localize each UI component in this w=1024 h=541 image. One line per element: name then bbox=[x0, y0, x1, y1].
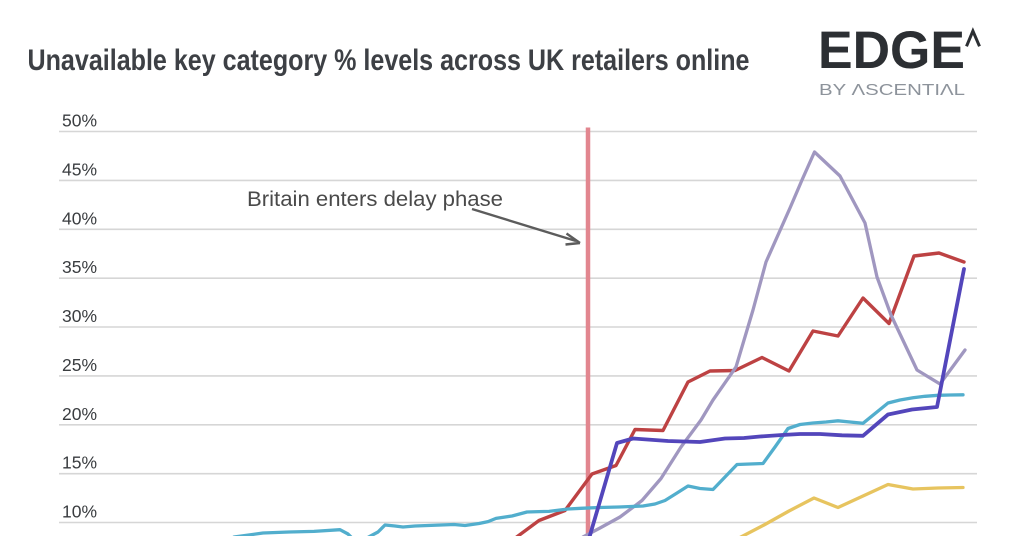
svg-text:35%: 35% bbox=[62, 257, 97, 277]
svg-text:50%: 50% bbox=[62, 111, 97, 131]
svg-text:40%: 40% bbox=[62, 208, 97, 228]
svg-text:45%: 45% bbox=[62, 159, 97, 179]
svg-text:20%: 20% bbox=[62, 404, 97, 424]
svg-text:30%: 30% bbox=[62, 306, 97, 326]
svg-text:Unavailable key category % lev: Unavailable key category % levels across… bbox=[28, 44, 750, 77]
svg-text:EDGE: EDGE bbox=[818, 21, 965, 80]
svg-text:Britain enters delay phase: Britain enters delay phase bbox=[247, 187, 503, 211]
svg-text:BY ΛSCENTIΛL: BY ΛSCENTIΛL bbox=[819, 82, 965, 99]
svg-text:10%: 10% bbox=[62, 502, 97, 522]
svg-text:15%: 15% bbox=[62, 453, 97, 473]
svg-text:25%: 25% bbox=[62, 355, 97, 375]
